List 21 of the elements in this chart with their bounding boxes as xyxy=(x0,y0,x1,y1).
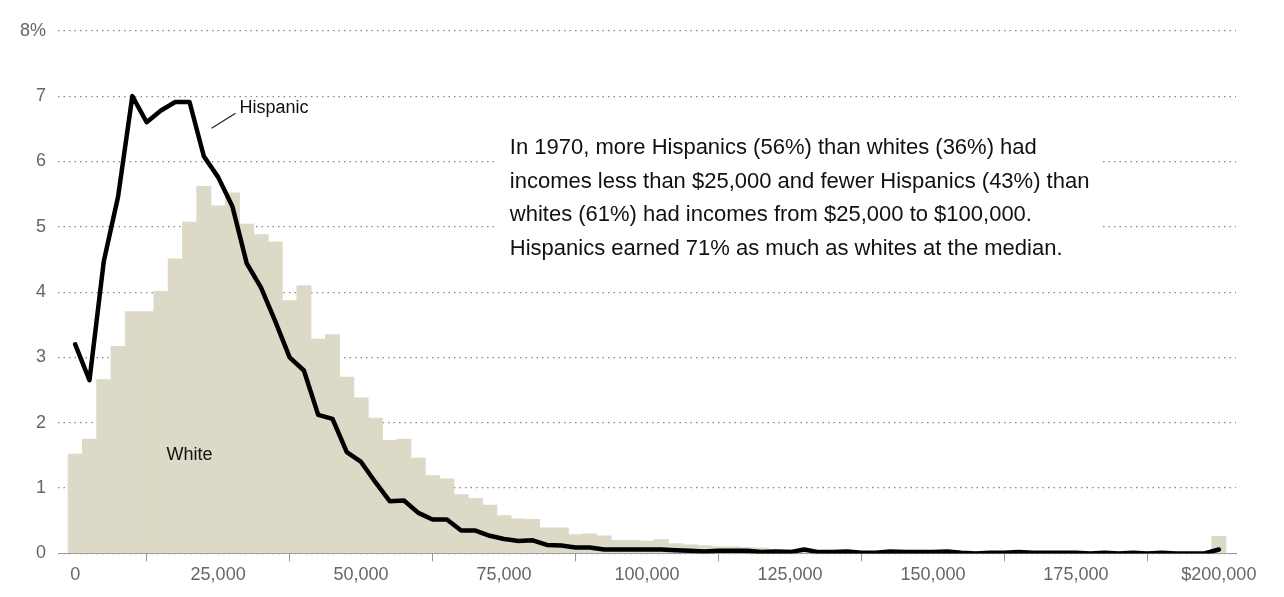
y-tick-label: 6 xyxy=(36,150,47,171)
y-tick-label: 3 xyxy=(36,346,47,367)
y-tick-label: 1 xyxy=(36,477,47,498)
x-tick-label: 100,000 xyxy=(614,564,680,585)
x-tick-label: 50,000 xyxy=(333,564,389,585)
y-tick-label: 7 xyxy=(36,85,47,106)
x-tick-label: 175,000 xyxy=(1043,564,1109,585)
x-tick-label: 0 xyxy=(70,564,81,585)
y-tick-label: 0 xyxy=(36,542,47,563)
y-tick-label: 4 xyxy=(36,281,47,302)
x-tick-label: 25,000 xyxy=(190,564,246,585)
y-tick-label: 8% xyxy=(20,19,47,40)
y-tick-label: 5 xyxy=(36,215,47,236)
series-label: White xyxy=(166,444,213,465)
x-tick-label: 75,000 xyxy=(476,564,532,585)
x-tick-label: 150,000 xyxy=(900,564,966,585)
x-tick-label: 125,000 xyxy=(757,564,823,585)
annotation: In 1970, more Hispanics (56%) than whites (36%) had incomes less than $25,000 and fewer Hispanics (43%) than whites (61%) had incomes from $25,000 to $100,000. Hispanics earned 71% as much as whites at the median. xyxy=(508,134,1090,260)
x-tick-label: $200,000 xyxy=(1181,564,1257,585)
text: Hispanic xyxy=(239,97,309,118)
y-tick-label: 2 xyxy=(36,411,47,432)
